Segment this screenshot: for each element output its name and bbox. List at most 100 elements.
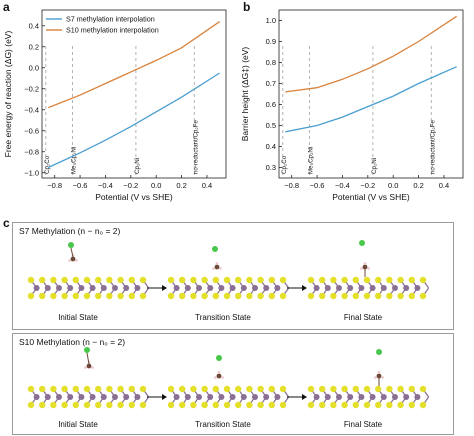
- svg-s10-slab-sulfur-atom: [268, 385, 275, 393]
- s10-structures: [27, 347, 430, 409]
- svg-s7-slab-metal-atom: [252, 285, 258, 291]
- svg-s7-slab-metal-atom: [392, 285, 398, 291]
- svg-s10-slab-sulfur-atom: [257, 385, 264, 393]
- svg-s7-slab-sulfur-atom: [39, 276, 46, 284]
- svg-s10-slab-sulfur-atom: [319, 385, 326, 393]
- svg-s7-slab-sulfur-atom: [246, 292, 253, 300]
- chart-a-x-axis-label: Potential (V vs SHE): [95, 192, 173, 202]
- svg-s7-slab-sulfur-atom: [257, 276, 264, 284]
- svg-s7-hydrogen-atom: [212, 267, 215, 270]
- svg-s10-slab-metal-atom: [33, 394, 40, 400]
- svg-s10-slab-sulfur-atom: [212, 401, 219, 409]
- svg-s7-chlorine-atom: [359, 240, 365, 246]
- panel-label-a: a: [3, 0, 10, 14]
- svg-s10-slab-sulfur-atom: [223, 401, 231, 409]
- svg-s7-slab-metal-atom: [173, 285, 180, 291]
- svg-s10-chlorine-atom: [84, 347, 90, 353]
- svg-s7-slab-sulfur-atom: [83, 276, 91, 284]
- svg-s7-slab-sulfur-atom: [419, 292, 427, 300]
- svg-s7-slab-sulfur-atom: [341, 292, 348, 300]
- svg-s10-slab-sulfur-atom: [341, 385, 348, 393]
- chart-a-x-tick-label: 0.4: [202, 181, 212, 190]
- svg-s10-slab-sulfur-atom: [117, 401, 124, 409]
- chart-b-x-tick-label: 0.4: [439, 181, 449, 190]
- s10-initial-label: Initial State: [58, 420, 98, 429]
- chart-a-x-tick-label: −0.6: [73, 181, 88, 190]
- svg-s7-slab-metal-atom: [134, 285, 141, 291]
- svg-s10-slab-metal-atom: [229, 394, 236, 400]
- s10-final-label: Final State: [343, 420, 383, 429]
- svg-s7-slab-sulfur-atom: [117, 276, 124, 284]
- svg-s7-slab-metal-atom: [240, 285, 247, 291]
- chart-a-y-tick-label: 0.0: [29, 63, 39, 72]
- svg-s10-slab-sulfur-atom: [167, 385, 175, 393]
- svg-s10-slab-sulfur-atom: [212, 385, 219, 393]
- chart-a-ref-label: Me₅Cp₂Ni: [70, 147, 77, 174]
- svg-s10-slab-metal-atom: [369, 394, 376, 400]
- svg-s10-slab-sulfur-atom: [419, 385, 427, 393]
- chart-b-x-tick-label: −0.2: [360, 181, 375, 190]
- svg-s10-slab-sulfur-atom: [397, 385, 404, 393]
- svg-s7-slab-sulfur-atom: [307, 276, 315, 284]
- svg-s7-slab-sulfur-atom: [117, 292, 124, 300]
- svg-s7-arrow-head: [162, 285, 167, 291]
- svg-s10-slab-metal-atom: [218, 394, 225, 400]
- svg-s10-slab-sulfur-atom: [190, 401, 197, 409]
- chart-b-x-tick-label: −0.4: [335, 181, 350, 190]
- svg-s10-slab-sulfur-atom: [330, 401, 337, 409]
- svg-s7-slab-metal-atom: [112, 285, 118, 291]
- svg-s7-slab-metal-atom: [196, 285, 202, 291]
- svg-s10-slab-sulfur-atom: [307, 401, 315, 409]
- svg-s7-hydrogen-atom: [219, 267, 222, 270]
- svg-s10-hydrogen-atom: [84, 366, 87, 369]
- svg-s7-slab-sulfur-atom: [72, 276, 79, 284]
- svg-s7-slab-sulfur-atom: [257, 292, 264, 300]
- chart-a-ref-label: Cp₂Co: [44, 155, 51, 174]
- svg-s7-slab-sulfur-atom: [201, 276, 208, 284]
- svg-s10-slab-metal-atom: [100, 394, 107, 400]
- chart-a-legend-label: S7 methylation interpolation: [66, 15, 155, 24]
- svg-s10-hydrogen-atom: [381, 376, 384, 379]
- svg-s10-hydrogen-atom: [374, 376, 377, 379]
- chart-b-y-tick-label: 0.5: [266, 121, 276, 130]
- svg-s7-hydrogen-atom: [75, 259, 78, 262]
- svg-s7-slab-sulfur-atom: [27, 292, 35, 300]
- svg-s7-slab-sulfur-atom: [50, 292, 57, 300]
- svg-s10-slab-sulfur-atom: [223, 385, 231, 393]
- chart-a-y-tick-label: −0.6: [24, 126, 39, 135]
- svg-s7-slab-sulfur-atom: [397, 276, 404, 284]
- svg-s7-hydrogen-atom: [215, 262, 219, 265]
- chart-b-y-tick-label: 0.9: [266, 37, 276, 46]
- chart-b-y-tick-label: 0.3: [266, 163, 276, 172]
- svg-s7-slab-metal-atom: [67, 285, 74, 291]
- svg-s7-slab-metal-atom: [313, 285, 320, 291]
- svg-s10-slab-sulfur-atom: [375, 385, 382, 393]
- svg-s7-slab-sulfur-atom: [397, 292, 404, 300]
- s10-transition-label: Transition State: [195, 420, 251, 429]
- chart-b-plot-frame: [278, 9, 464, 179]
- svg-s10-slab-metal-atom: [380, 394, 387, 400]
- svg-s7-slab-sulfur-atom: [375, 292, 382, 300]
- svg-s7-slab-sulfur-atom: [279, 276, 287, 284]
- svg-s7-slab-sulfur-atom: [39, 292, 46, 300]
- svg-s10-slab-sulfur-atom: [330, 385, 337, 393]
- svg-s7-slab-metal-atom: [403, 285, 410, 291]
- svg-s7-slab-metal-atom: [229, 285, 236, 291]
- chart-a-y-tick-label: −0.8: [24, 147, 39, 156]
- svg-s7-arrow-head: [302, 285, 307, 291]
- svg-s7-slab-metal-atom: [123, 285, 130, 291]
- svg-s7-chlorine-atom: [212, 246, 218, 252]
- svg-s7-hydrogen-atom: [367, 267, 370, 270]
- svg-s10-slab-sulfur-atom: [235, 385, 242, 393]
- svg-s7-slab-sulfur-atom: [50, 276, 57, 284]
- svg-s7-slab-sulfur-atom: [319, 292, 326, 300]
- svg-s10-slab-sulfur-atom: [128, 401, 135, 409]
- svg-s10-slab-sulfur-atom: [352, 385, 359, 393]
- svg-s10-slab-sulfur-atom: [386, 385, 393, 393]
- svg-s10-slab-sulfur-atom: [83, 401, 91, 409]
- svg-s7-slab-sulfur-atom: [319, 276, 326, 284]
- svg-s7-slab-metal-atom: [207, 285, 214, 291]
- svg-s10-hydrogen-atom: [214, 376, 217, 379]
- svg-s7-slab-metal-atom: [78, 285, 85, 291]
- svg-s7-slab-metal-atom: [414, 285, 421, 291]
